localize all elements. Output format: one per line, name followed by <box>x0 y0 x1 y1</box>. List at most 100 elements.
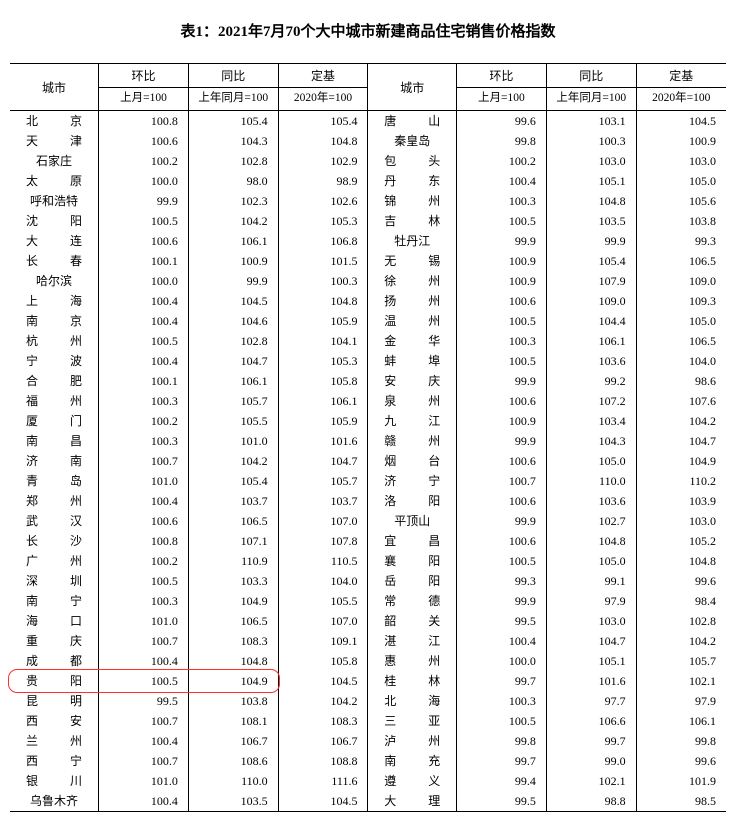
value-cell: 104.9 <box>188 591 278 611</box>
value-cell: 110.0 <box>188 771 278 791</box>
value-cell: 100.3 <box>278 271 368 291</box>
value-cell: 99.1 <box>546 571 636 591</box>
value-cell: 100.4 <box>99 291 189 311</box>
header-yoy-sub-right: 上年同月=100 <box>546 88 636 111</box>
table-row: 北京100.8105.4105.4唐山99.6103.1104.5 <box>10 111 726 132</box>
city-cell: 上海 <box>10 291 99 311</box>
value-cell: 99.7 <box>457 751 547 771</box>
value-cell: 99.6 <box>457 111 547 132</box>
city-cell: 武汉 <box>10 511 99 531</box>
value-cell: 101.0 <box>99 471 189 491</box>
value-cell: 100.5 <box>457 551 547 571</box>
value-cell: 103.6 <box>546 351 636 371</box>
city-cell: 南京 <box>10 311 99 331</box>
value-cell: 100.6 <box>457 291 547 311</box>
city-cell: 岳阳 <box>368 571 457 591</box>
table-row: 成都100.4104.8105.8惠州100.0105.1105.7 <box>10 651 726 671</box>
value-cell: 100.3 <box>457 331 547 351</box>
value-cell: 98.6 <box>636 371 726 391</box>
city-cell: 桂林 <box>368 671 457 691</box>
value-cell: 98.8 <box>546 791 636 812</box>
page-title: 表1：2021年7月70个大中城市新建商品住宅销售价格指数 <box>10 20 726 41</box>
value-cell: 100.4 <box>99 351 189 371</box>
table-row: 南宁100.3104.9105.5常德99.997.998.4 <box>10 591 726 611</box>
value-cell: 99.0 <box>546 751 636 771</box>
table-row: 哈尔滨100.099.9100.3徐州100.9107.9109.0 <box>10 271 726 291</box>
value-cell: 107.0 <box>278 511 368 531</box>
city-cell: 南充 <box>368 751 457 771</box>
city-cell: 北京 <box>10 111 99 132</box>
value-cell: 103.3 <box>188 571 278 591</box>
value-cell: 99.9 <box>457 231 547 251</box>
city-cell: 安庆 <box>368 371 457 391</box>
table-body: 北京100.8105.4105.4唐山99.6103.1104.5天津100.6… <box>10 111 726 812</box>
city-cell: 温州 <box>368 311 457 331</box>
value-cell: 99.9 <box>457 511 547 531</box>
header-city-left: 城市 <box>10 64 99 111</box>
value-cell: 103.4 <box>546 411 636 431</box>
value-cell: 103.6 <box>546 491 636 511</box>
value-cell: 103.5 <box>188 791 278 812</box>
value-cell: 104.2 <box>278 691 368 711</box>
value-cell: 100.4 <box>99 651 189 671</box>
value-cell: 98.9 <box>278 171 368 191</box>
value-cell: 109.1 <box>278 631 368 651</box>
value-cell: 100.9 <box>636 131 726 151</box>
value-cell: 105.6 <box>636 191 726 211</box>
city-cell: 湛江 <box>368 631 457 651</box>
value-cell: 107.0 <box>278 611 368 631</box>
value-cell: 105.0 <box>546 551 636 571</box>
header-mom-right: 环比 <box>457 64 547 88</box>
value-cell: 106.1 <box>546 331 636 351</box>
table-row: 南昌100.3101.0101.6赣州99.9104.3104.7 <box>10 431 726 451</box>
city-cell: 南昌 <box>10 431 99 451</box>
value-cell: 107.9 <box>546 271 636 291</box>
city-cell: 襄阳 <box>368 551 457 571</box>
table-row: 重庆100.7108.3109.1湛江100.4104.7104.2 <box>10 631 726 651</box>
value-cell: 99.3 <box>636 231 726 251</box>
table-row: 宁波100.4104.7105.3蚌埠100.5103.6104.0 <box>10 351 726 371</box>
table-row: 福州100.3105.7106.1泉州100.6107.2107.6 <box>10 391 726 411</box>
value-cell: 105.1 <box>546 171 636 191</box>
value-cell: 99.9 <box>99 191 189 211</box>
city-cell: 惠州 <box>368 651 457 671</box>
value-cell: 100.7 <box>99 631 189 651</box>
value-cell: 99.7 <box>457 671 547 691</box>
city-cell: 合肥 <box>10 371 99 391</box>
value-cell: 105.2 <box>636 531 726 551</box>
table-row: 昆明99.5103.8104.2北海100.397.797.9 <box>10 691 726 711</box>
value-cell: 102.8 <box>188 331 278 351</box>
value-cell: 100.3 <box>546 131 636 151</box>
value-cell: 100.4 <box>99 731 189 751</box>
city-cell: 宁波 <box>10 351 99 371</box>
table-row: 银川101.0110.0111.6遵义99.4102.1101.9 <box>10 771 726 791</box>
city-cell: 遵义 <box>368 771 457 791</box>
value-cell: 105.4 <box>278 111 368 132</box>
city-cell: 泸州 <box>368 731 457 751</box>
value-cell: 104.5 <box>278 791 368 812</box>
value-cell: 100.5 <box>99 211 189 231</box>
value-cell: 103.9 <box>636 491 726 511</box>
city-cell: 成都 <box>10 651 99 671</box>
value-cell: 103.5 <box>546 211 636 231</box>
table-row: 太原100.098.098.9丹东100.4105.1105.0 <box>10 171 726 191</box>
city-cell: 烟台 <box>368 451 457 471</box>
city-cell: 西宁 <box>10 751 99 771</box>
header-city-right: 城市 <box>368 64 457 111</box>
header-mom-left: 环比 <box>99 64 189 88</box>
header-mom-sub-right: 上月=100 <box>457 88 547 111</box>
value-cell: 100.6 <box>99 131 189 151</box>
value-cell: 100.1 <box>99 371 189 391</box>
value-cell: 110.2 <box>636 471 726 491</box>
value-cell: 111.6 <box>278 771 368 791</box>
value-cell: 99.9 <box>546 231 636 251</box>
value-cell: 100.5 <box>457 711 547 731</box>
value-cell: 104.9 <box>636 451 726 471</box>
value-cell: 104.2 <box>636 631 726 651</box>
value-cell: 104.0 <box>278 571 368 591</box>
city-cell: 泉州 <box>368 391 457 411</box>
city-cell: 长沙 <box>10 531 99 551</box>
value-cell: 99.2 <box>546 371 636 391</box>
city-cell: 长春 <box>10 251 99 271</box>
value-cell: 109.0 <box>636 271 726 291</box>
